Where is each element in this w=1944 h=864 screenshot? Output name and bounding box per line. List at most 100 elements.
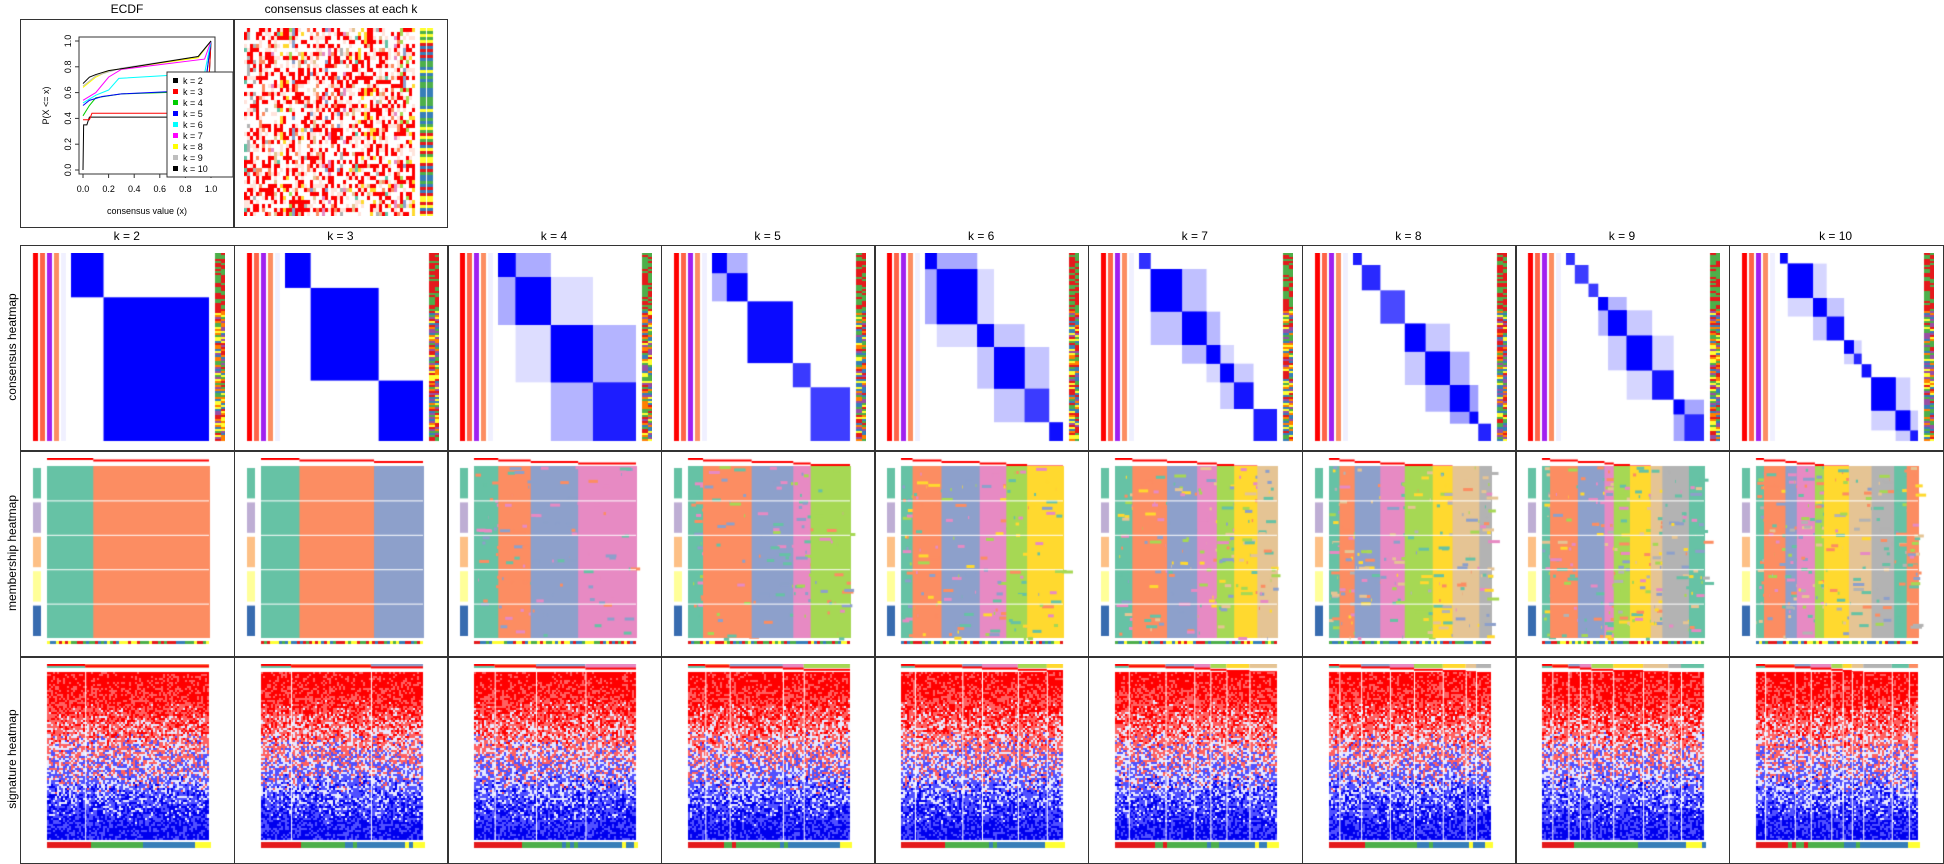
consensus-panel-k3 bbox=[233, 245, 449, 452]
consensus-heatmap-k9 bbox=[1524, 253, 1721, 443]
signature-panel-k9 bbox=[1515, 656, 1731, 864]
consensus-panel-k5 bbox=[660, 245, 876, 452]
membership-heatmap-k9 bbox=[1524, 458, 1721, 648]
signature-panel-k3 bbox=[233, 656, 449, 864]
consensus-panel-k4 bbox=[447, 245, 663, 452]
legend-swatch bbox=[173, 89, 178, 94]
consensus-heatmap-k6 bbox=[883, 253, 1080, 443]
x-tick-label: 0.8 bbox=[179, 184, 192, 194]
membership-panel-k7 bbox=[1088, 450, 1304, 658]
legend-swatch bbox=[173, 155, 178, 160]
consensus-panel-k6 bbox=[874, 245, 1090, 452]
legend-label: k = 6 bbox=[183, 120, 203, 130]
membership-heatmap-k2 bbox=[29, 458, 225, 648]
y-tick-label: 0.0 bbox=[63, 164, 73, 177]
signature-panel-k4 bbox=[447, 656, 663, 864]
column-title-k2: k = 2 bbox=[113, 229, 140, 243]
legend-swatch bbox=[173, 100, 178, 105]
membership-heatmap-k7 bbox=[1097, 458, 1293, 648]
column-title-k9: k = 9 bbox=[1608, 229, 1636, 243]
y-axis-label: P(X <= x) bbox=[41, 86, 51, 124]
signature-panel-k6 bbox=[874, 656, 1090, 864]
ecdf-title: ECDF bbox=[110, 2, 144, 16]
classes-title: consensus classes at each k bbox=[264, 2, 418, 16]
x-tick-label: 0.6 bbox=[154, 184, 167, 194]
y-tick-label: 0.8 bbox=[63, 61, 73, 74]
x-tick-label: 0.0 bbox=[77, 184, 90, 194]
membership-heatmap-k10 bbox=[1737, 458, 1934, 648]
x-tick-label: 1.0 bbox=[205, 184, 218, 194]
x-tick-label: 0.2 bbox=[102, 184, 115, 194]
x-axis-label: consensus value (x) bbox=[107, 206, 187, 216]
consensus-panel-k8 bbox=[1301, 245, 1517, 452]
consensus-heatmap-k2 bbox=[29, 253, 225, 443]
ecdf-panel: 0.0 0.2 0.4 0.6 0.8 1.0 0.0 0.2 0.4 0.6 0.8 1.0 cons… bbox=[20, 19, 235, 228]
legend-label: k = 9 bbox=[183, 153, 203, 163]
column-title-k7: k = 7 bbox=[1181, 229, 1208, 243]
membership-panel-k5 bbox=[660, 450, 876, 658]
consensus-heatmap-k5 bbox=[669, 253, 866, 443]
signature-heatmap-k3 bbox=[242, 664, 439, 854]
column-title-k8: k = 8 bbox=[1395, 229, 1422, 243]
column-title-k10: k = 10 bbox=[1819, 229, 1853, 243]
y-tick-label: 0.4 bbox=[63, 112, 73, 125]
signature-heatmap-k6 bbox=[883, 664, 1080, 854]
legend-swatch bbox=[173, 133, 178, 138]
column-title-k6: k = 6 bbox=[968, 229, 995, 243]
legend-label: k = 7 bbox=[183, 131, 203, 141]
consensus-panel-k10 bbox=[1728, 245, 1944, 452]
row-label-membership: membership heatmap bbox=[5, 494, 19, 612]
signature-heatmap-k4 bbox=[456, 664, 653, 854]
membership-heatmap-k6 bbox=[883, 458, 1080, 648]
membership-panel-k2 bbox=[20, 450, 236, 658]
legend-swatch bbox=[173, 166, 178, 171]
membership-panel-k3 bbox=[233, 450, 449, 658]
consensus-heatmap-k8 bbox=[1310, 253, 1507, 443]
column-title-k5: k = 5 bbox=[754, 229, 781, 243]
ecdf-line-k6 bbox=[82, 40, 212, 104]
legend-label: k = 3 bbox=[183, 87, 203, 97]
membership-heatmap-k3 bbox=[242, 458, 439, 648]
membership-panel-k6 bbox=[874, 450, 1090, 658]
x-tick-label: 0.4 bbox=[128, 184, 141, 194]
legend-label: k = 4 bbox=[183, 98, 203, 108]
consensus-heatmap-k4 bbox=[456, 253, 653, 443]
ecdf-line-k7 bbox=[82, 40, 212, 101]
column-title-k3: k = 3 bbox=[327, 229, 354, 243]
ecdf-plot: 0.0 0.2 0.4 0.6 0.8 1.0 0.0 0.2 0.4 0.6 0.8 1.0 cons… bbox=[41, 35, 234, 216]
membership-heatmap-k4 bbox=[456, 458, 653, 648]
membership-panel-k4 bbox=[447, 450, 663, 658]
ecdf-line-k10 bbox=[82, 40, 212, 84]
membership-heatmap-k8 bbox=[1310, 458, 1507, 648]
consensus-heatmap-k7 bbox=[1097, 253, 1293, 443]
y-tick-label: 0.2 bbox=[63, 138, 73, 151]
y-tick-label: 0.6 bbox=[63, 86, 73, 99]
column-title-k4: k = 4 bbox=[540, 229, 568, 243]
consensus-panel-k2 bbox=[20, 245, 236, 452]
signature-panel-k2 bbox=[20, 656, 236, 864]
legend-swatch bbox=[173, 144, 178, 149]
signature-heatmap-k10 bbox=[1737, 664, 1934, 854]
consensus-classes-panel bbox=[233, 19, 448, 228]
y-tick-label: 1.0 bbox=[63, 35, 73, 48]
legend-label: k = 5 bbox=[183, 109, 203, 119]
membership-panel-k8 bbox=[1301, 450, 1517, 658]
legend-label: k = 2 bbox=[183, 76, 203, 86]
signature-heatmap-k7 bbox=[1097, 664, 1293, 854]
membership-panel-k9 bbox=[1515, 450, 1731, 658]
signature-heatmap-k2 bbox=[29, 664, 225, 854]
legend-swatch bbox=[173, 111, 178, 116]
legend-label: k = 10 bbox=[183, 164, 208, 174]
row-label-signature: signature heatmap bbox=[5, 709, 19, 809]
consensus-heatmap-k3 bbox=[242, 253, 439, 443]
signature-panel-k10 bbox=[1728, 656, 1944, 864]
legend-label: k = 8 bbox=[183, 142, 203, 152]
signature-heatmap-k8 bbox=[1310, 664, 1507, 854]
row-label-consensus: consensus heatmap bbox=[5, 293, 19, 401]
legend-swatch bbox=[173, 78, 178, 83]
signature-panel-k5 bbox=[660, 656, 876, 864]
legend-swatch bbox=[173, 122, 178, 127]
membership-heatmap-k5 bbox=[669, 458, 866, 648]
signature-heatmap-k5 bbox=[669, 664, 866, 854]
